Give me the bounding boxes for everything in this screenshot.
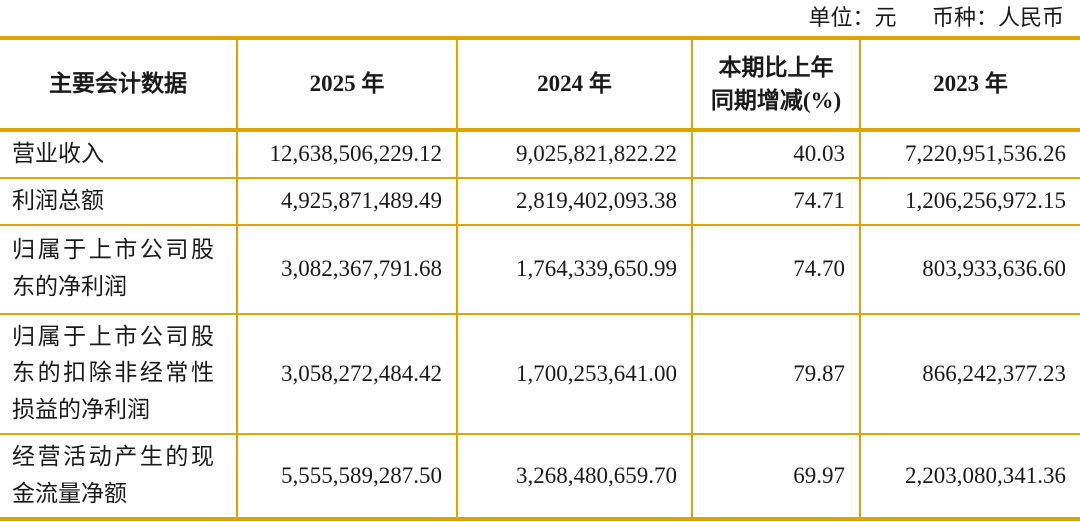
value-2023: 7,220,951,536.26	[859, 130, 1080, 178]
value-2025: 3,082,367,791.68	[236, 224, 457, 314]
value-yoy-change: 40.03	[691, 130, 860, 178]
value-yoy-change: 69.97	[691, 433, 860, 519]
key-accounting-data-table: 主要会计数据 2025 年 2024 年 本期比上年 同期增减(%) 2023 …	[0, 36, 1080, 521]
header-row: 主要会计数据 2025 年 2024 年 本期比上年 同期增减(%) 2023 …	[0, 38, 1080, 130]
value-2023: 1,206,256,972.15	[859, 177, 1080, 225]
value-2024: 2,819,402,093.38	[456, 177, 692, 225]
value-yoy-change: 74.70	[691, 224, 860, 314]
header-year-2024: 2024 年	[456, 38, 692, 130]
header-main-accounting-data: 主要会计数据	[49, 71, 187, 97]
value-2024: 1,764,339,650.99	[456, 224, 692, 314]
value-2025: 3,058,272,484.42	[236, 313, 457, 434]
value-2025: 5,555,589,287.50	[236, 433, 457, 519]
row-label: 营业收入	[12, 141, 104, 166]
header-year-2025: 2025 年	[236, 38, 457, 130]
row-label: 归属于上市公司股东的扣除非经常性损益的净利润	[12, 323, 214, 423]
value-yoy-change: 74.71	[691, 177, 860, 225]
table-row-net-profit-attributable: 归属于上市公司股东的净利润 3,082,367,791.68 1,764,339…	[0, 224, 1080, 314]
header-year-2023: 2023 年	[859, 38, 1080, 130]
row-label: 经营活动产生的现金流量净额	[12, 443, 214, 506]
currency-label: 币种：人民币	[931, 5, 1064, 30]
value-yoy-change: 79.87	[691, 313, 860, 434]
header-yoy-change-line2: 同期增减(%)	[710, 88, 842, 113]
value-2023: 866,242,377.23	[859, 313, 1080, 434]
value-2025: 12,638,506,229.12	[236, 130, 457, 178]
value-2025: 4,925,871,489.49	[236, 177, 457, 225]
header-yoy-change: 本期比上年 同期增减(%)	[691, 38, 860, 130]
value-2023: 803,933,636.60	[859, 224, 1080, 314]
unit-label: 单位：元	[808, 5, 897, 30]
row-label: 归属于上市公司股东的净利润	[12, 237, 214, 300]
value-2024: 1,700,253,641.00	[456, 313, 692, 434]
value-2023: 2,203,080,341.36	[859, 433, 1080, 519]
value-2024: 3,268,480,659.70	[456, 433, 692, 519]
table-row-net-profit-excl-nonrecurring: 归属于上市公司股东的扣除非经常性损益的净利润 3,058,272,484.42 …	[0, 313, 1080, 434]
unit-currency-note: 单位：元 币种：人民币	[0, 0, 1080, 36]
value-2024: 9,025,821,822.22	[456, 130, 692, 178]
table-row-total-profit: 利润总额 4,925,871,489.49 2,819,402,093.38 7…	[0, 177, 1080, 225]
table-row-operating-revenue: 营业收入 12,638,506,229.12 9,025,821,822.22 …	[0, 130, 1080, 178]
header-yoy-change-line1: 本期比上年	[718, 54, 834, 80]
row-label: 利润总额	[12, 187, 104, 213]
table-row-operating-cash-flow: 经营活动产生的现金流量净额 5,555,589,287.50 3,268,480…	[0, 433, 1080, 519]
